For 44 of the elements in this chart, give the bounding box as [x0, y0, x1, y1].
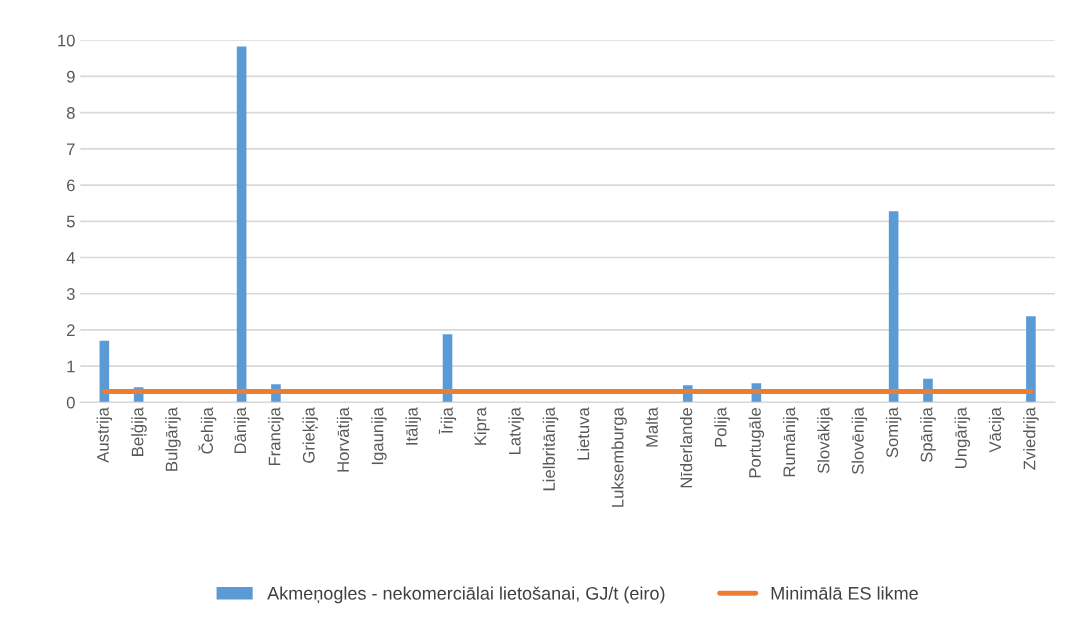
x-tick-label: Lielbritānija: [542, 407, 559, 491]
x-tick-label: Nīderlande: [679, 407, 693, 488]
x-tick-label: Francija: [268, 407, 284, 466]
y-tick-label: 8: [66, 107, 75, 119]
x-tick-label: Spānija: [920, 407, 936, 463]
y-tick-label: 6: [67, 179, 75, 192]
x-tick-label: Čehija: [198, 407, 217, 454]
x-tick-label: Slovēnija: [851, 407, 868, 475]
x-tick-label: Lietuva: [577, 407, 590, 460]
x-tick-label: Grieķija: [302, 407, 319, 463]
x-tick-label: Kipra: [474, 407, 490, 445]
y-tick-label: 1: [67, 360, 75, 373]
legend-label: Minimālā ES likme: [771, 586, 918, 600]
y-tick-label: 5: [66, 215, 75, 228]
x-tick-label: Bulgārija: [165, 407, 181, 471]
x-tick-label: Rumānija: [782, 407, 799, 477]
x-tick-label: Beļģija: [130, 407, 147, 456]
bar: [1026, 316, 1036, 403]
x-tick-label: Igaunija: [371, 407, 387, 465]
y-tick-label: 7: [67, 143, 75, 155]
x-tick-label: Somija: [885, 407, 902, 458]
bar: [888, 211, 899, 403]
x-tick-label: Dānija: [233, 407, 250, 454]
x-tick-label: Malta: [645, 407, 658, 447]
x-tick-label: Itālija: [405, 407, 421, 445]
y-tick-label: 10: [58, 34, 75, 47]
y-tick-label: 2: [67, 324, 75, 336]
x-tick-label: Portugāle: [748, 407, 765, 478]
x-tick-label: Slovākija: [817, 407, 833, 474]
x-tick-label: Polija: [714, 407, 730, 447]
x-tick-label: Zviedrija: [1023, 407, 1039, 470]
y-tick-label: 9: [66, 70, 75, 83]
y-tick-label: 3: [66, 288, 75, 300]
x-tick-label: Austrija: [96, 407, 113, 463]
legend-label: Akmeņogles - nekomerciālai lietošanai, GJ/t (eiro): [267, 586, 665, 604]
bar: [236, 46, 247, 403]
y-tick-label: 4: [66, 252, 75, 264]
x-tick-label: Luksemburga: [611, 407, 627, 507]
x-tick-label: Latvija: [508, 407, 524, 455]
x-tick-label: Horvātija: [336, 407, 353, 472]
y-tick-label: 0: [66, 396, 75, 409]
x-tick-label: Īrija: [438, 407, 457, 434]
x-tick-label: Vācija: [988, 407, 1005, 453]
x-tick-label: Ungārija: [954, 407, 971, 468]
